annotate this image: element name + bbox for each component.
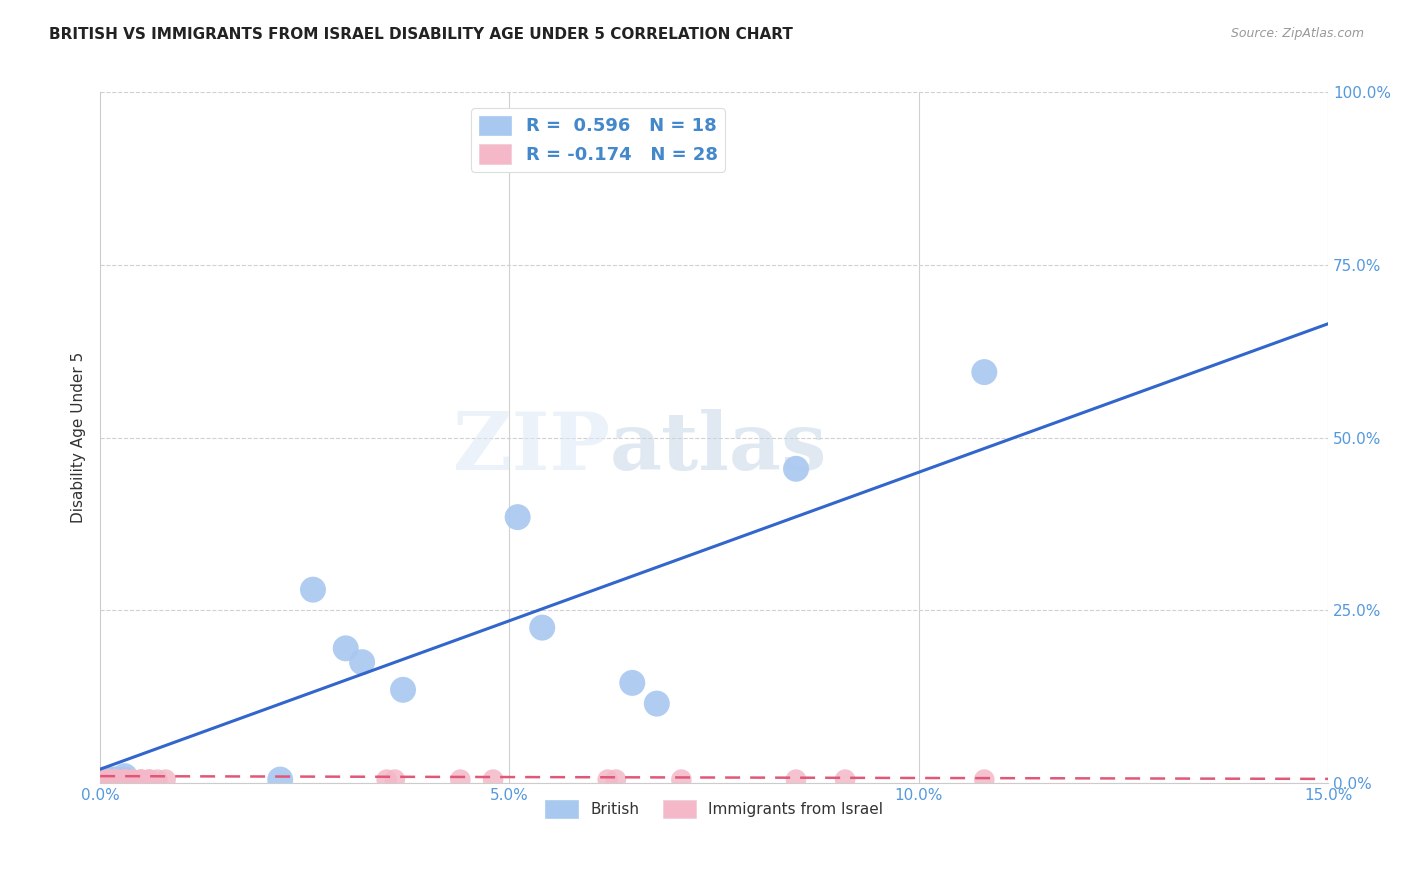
Legend: British, Immigrants from Israel: British, Immigrants from Israel <box>538 794 890 823</box>
Point <box>621 676 644 690</box>
Point <box>105 772 128 787</box>
Text: ZIP: ZIP <box>453 409 610 487</box>
Point <box>269 772 291 787</box>
Point <box>101 772 124 787</box>
Point <box>506 510 529 524</box>
Point <box>122 772 145 787</box>
Point <box>834 772 856 787</box>
Point <box>97 772 120 787</box>
Point <box>93 772 115 787</box>
Point <box>392 682 415 697</box>
Point <box>97 772 120 787</box>
Point <box>482 772 505 787</box>
Point <box>384 772 406 787</box>
Point <box>785 772 807 787</box>
Point <box>352 655 374 669</box>
Point <box>596 772 619 787</box>
Point <box>129 772 152 787</box>
Y-axis label: Disability Age Under 5: Disability Age Under 5 <box>72 352 86 524</box>
Point <box>605 772 627 787</box>
Point <box>531 621 554 635</box>
Point <box>114 772 136 787</box>
Point <box>97 772 120 787</box>
Point <box>375 772 398 787</box>
Point <box>105 772 128 787</box>
Text: BRITISH VS IMMIGRANTS FROM ISRAEL DISABILITY AGE UNDER 5 CORRELATION CHART: BRITISH VS IMMIGRANTS FROM ISRAEL DISABI… <box>49 27 793 42</box>
Point <box>114 769 136 783</box>
Point <box>105 772 128 787</box>
Point <box>105 772 128 787</box>
Point <box>114 772 136 787</box>
Text: Source: ZipAtlas.com: Source: ZipAtlas.com <box>1230 27 1364 40</box>
Point <box>645 697 668 711</box>
Point <box>973 772 995 787</box>
Point <box>129 772 152 787</box>
Point <box>302 582 325 597</box>
Point <box>785 462 807 476</box>
Point <box>146 772 169 787</box>
Point <box>335 641 357 656</box>
Point <box>93 772 115 787</box>
Point <box>122 772 145 787</box>
Point <box>138 772 160 787</box>
Point <box>114 772 136 787</box>
Point <box>973 365 995 379</box>
Text: atlas: atlas <box>610 409 827 487</box>
Point <box>449 772 471 787</box>
Point <box>101 772 124 787</box>
Point <box>114 772 136 787</box>
Point <box>155 772 177 787</box>
Point <box>138 772 160 787</box>
Point <box>105 772 128 787</box>
Point <box>671 772 693 787</box>
